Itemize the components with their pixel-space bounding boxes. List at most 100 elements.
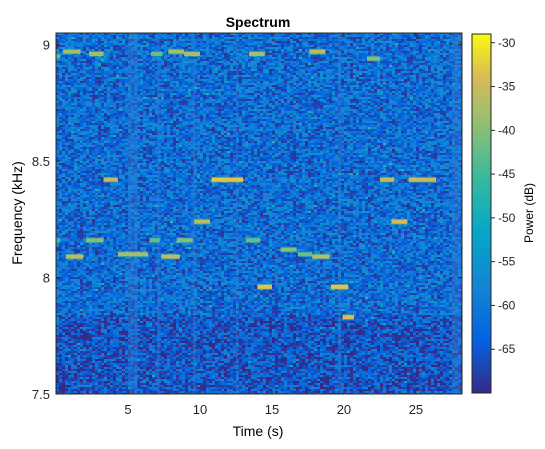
noise-cell: [329, 65, 332, 67]
noise-cell: [344, 75, 347, 77]
noise-cell: [95, 83, 98, 85]
noise-cell: [227, 47, 230, 49]
noise-cell: [326, 61, 329, 63]
noise-cell: [215, 89, 218, 91]
noise-cell: [407, 73, 410, 75]
noise-cell: [215, 79, 218, 81]
noise-cell: [374, 103, 377, 105]
noise-cell: [242, 73, 245, 75]
noise-cell: [74, 89, 77, 91]
noise-cell: [251, 89, 254, 91]
noise-cell: [422, 39, 425, 41]
noise-cell: [350, 79, 353, 81]
noise-cell: [281, 75, 284, 77]
noise-cell: [119, 43, 122, 45]
noise-cell: [77, 43, 80, 45]
noise-cell: [149, 93, 152, 95]
noise-cell: [347, 45, 350, 47]
noise-cell: [386, 55, 389, 57]
noise-cell: [446, 95, 449, 97]
noise-cell: [437, 61, 440, 63]
noise-cell: [224, 37, 227, 39]
noise-cell: [104, 51, 107, 53]
noise-cell: [407, 55, 410, 57]
noise-cell: [98, 75, 101, 77]
noise-cell: [380, 47, 383, 49]
noise-cell: [86, 69, 89, 71]
noise-cell: [95, 93, 98, 95]
noise-cell: [407, 91, 410, 93]
noise-cell: [218, 39, 221, 41]
noise-cell: [101, 89, 104, 91]
noise-cell: [179, 59, 182, 61]
noise-cell: [173, 89, 176, 91]
noise-cell: [434, 37, 437, 39]
noise-cell: [440, 61, 443, 63]
noise-cell: [296, 93, 299, 95]
noise-cell: [305, 97, 308, 99]
noise-cell: [104, 79, 107, 81]
noise-cell: [320, 77, 323, 79]
noise-cell: [80, 91, 83, 93]
noise-cell: [242, 57, 245, 59]
noise-cell: [413, 99, 416, 101]
noise-cell: [203, 37, 206, 39]
noise-cell: [146, 101, 149, 103]
noise-cell: [206, 81, 209, 83]
noise-cell: [176, 99, 179, 101]
noise-cell: [80, 103, 83, 105]
noise-cell: [431, 37, 434, 39]
noise-cell: [146, 39, 149, 41]
noise-cell: [290, 53, 293, 55]
noise-cell: [440, 89, 443, 91]
noise-cell: [305, 49, 308, 51]
noise-cell: [164, 81, 167, 83]
noise-cell: [368, 97, 371, 99]
noise-cell: [65, 77, 68, 79]
noise-cell: [413, 37, 416, 39]
noise-cell: [422, 89, 425, 91]
noise-cell: [161, 35, 164, 37]
noise-cell: [365, 65, 368, 67]
noise-cell: [116, 65, 119, 67]
noise-cell: [143, 87, 146, 89]
noise-cell: [146, 91, 149, 93]
noise-cell: [278, 57, 281, 59]
noise-cell: [203, 63, 206, 65]
noise-cell: [392, 43, 395, 45]
noise-cell: [425, 57, 428, 59]
noise-cell: [122, 35, 125, 37]
noise-cell: [407, 63, 410, 65]
noise-cell: [290, 75, 293, 77]
noise-cell: [248, 37, 251, 39]
noise-cell: [386, 65, 389, 67]
noise-cell: [395, 59, 398, 61]
noise-cell: [173, 71, 176, 73]
noise-cell: [413, 91, 416, 93]
noise-cell: [326, 47, 329, 49]
noise-cell: [248, 69, 251, 71]
noise-cell: [416, 45, 419, 47]
noise-cell: [80, 105, 83, 107]
noise-cell: [341, 71, 344, 73]
noise-cell: [119, 79, 122, 81]
noise-cell: [74, 73, 77, 75]
noise-cell: [434, 55, 437, 57]
noise-cell: [209, 55, 212, 57]
noise-cell: [401, 65, 404, 67]
noise-cell: [284, 99, 287, 101]
noise-cell: [215, 93, 218, 95]
noise-cell: [80, 61, 83, 63]
noise-cell: [293, 89, 296, 91]
noise-cell: [290, 65, 293, 67]
noise-cell: [302, 85, 305, 87]
noise-cell: [425, 45, 428, 47]
noise-cell: [101, 85, 104, 87]
noise-cell: [362, 37, 365, 39]
noise-cell: [260, 63, 263, 65]
noise-cell: [296, 95, 299, 97]
noise-cell: [74, 55, 77, 57]
noise-cell: [197, 67, 200, 69]
noise-cell: [206, 83, 209, 85]
noise-cell: [302, 41, 305, 43]
